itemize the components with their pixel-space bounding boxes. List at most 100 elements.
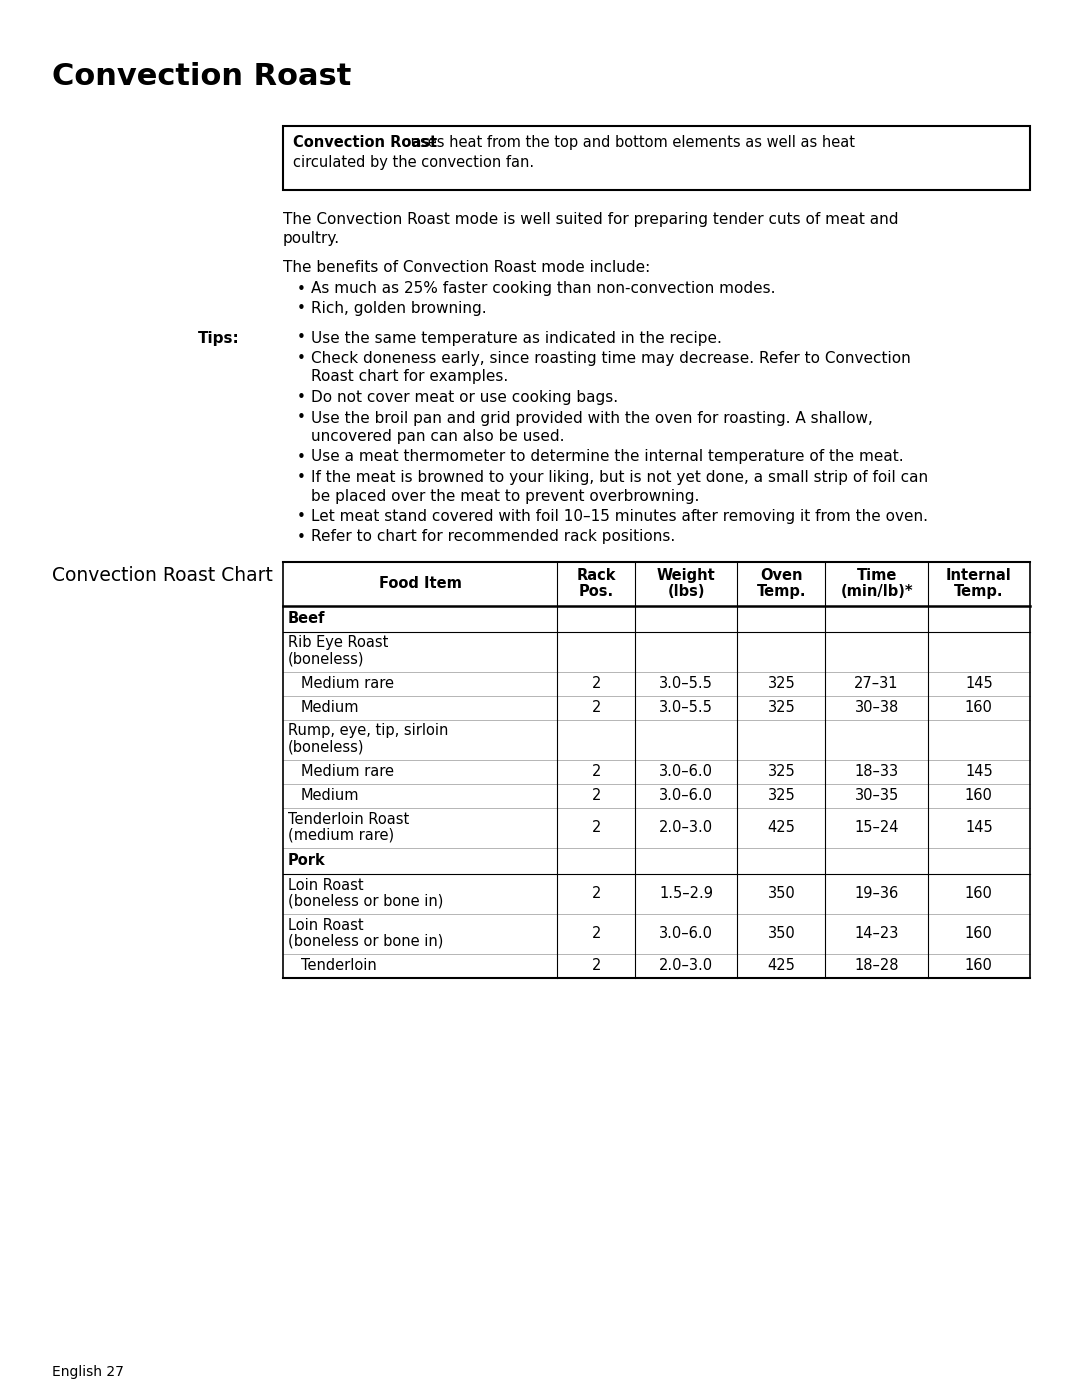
Text: Use the broil pan and grid provided with the oven for roasting. A shallow,: Use the broil pan and grid provided with… [311, 411, 873, 426]
Text: 160: 160 [964, 886, 993, 901]
Text: 15–24: 15–24 [854, 820, 899, 835]
Text: Do not cover meat or use cooking bags.: Do not cover meat or use cooking bags. [311, 390, 618, 405]
Text: 425: 425 [768, 820, 795, 835]
Text: 160: 160 [964, 788, 993, 803]
Text: circulated by the convection fan.: circulated by the convection fan. [293, 155, 535, 170]
Text: Tips:: Tips: [198, 331, 240, 345]
Text: Medium: Medium [301, 700, 360, 715]
Text: (min/lb)*: (min/lb)* [840, 584, 913, 599]
Text: Roast chart for examples.: Roast chart for examples. [311, 369, 509, 384]
Text: 145: 145 [966, 820, 993, 835]
Text: 2: 2 [592, 886, 600, 901]
Text: uses heat from the top and bottom elements as well as heat: uses heat from the top and bottom elemen… [406, 136, 854, 149]
Text: Medium: Medium [301, 788, 360, 803]
Text: 3.0–6.0: 3.0–6.0 [659, 764, 713, 780]
Text: 2: 2 [592, 700, 600, 715]
Text: Loin Roast: Loin Roast [288, 918, 364, 933]
Text: Rich, golden browning.: Rich, golden browning. [311, 300, 487, 316]
Text: •: • [297, 351, 306, 366]
Text: Pork: Pork [288, 852, 326, 868]
Text: 19–36: 19–36 [854, 886, 899, 901]
Text: 3.0–6.0: 3.0–6.0 [659, 926, 713, 942]
Text: Convection Roast Chart: Convection Roast Chart [52, 566, 273, 585]
Text: Let meat stand covered with foil 10–15 minutes after removing it from the oven.: Let meat stand covered with foil 10–15 m… [311, 509, 928, 524]
Text: Medium rare: Medium rare [301, 676, 394, 690]
Text: Refer to chart for recommended rack positions.: Refer to chart for recommended rack posi… [311, 529, 675, 545]
Text: (boneless or bone in): (boneless or bone in) [288, 894, 444, 909]
Text: (boneless or bone in): (boneless or bone in) [288, 935, 444, 949]
Text: 325: 325 [768, 700, 795, 715]
Text: 30–38: 30–38 [854, 700, 899, 715]
Text: Weight: Weight [657, 569, 715, 583]
Text: Tenderloin Roast: Tenderloin Roast [288, 812, 409, 827]
Text: •: • [297, 331, 306, 345]
Text: Convection Roast: Convection Roast [293, 136, 437, 149]
Text: Tenderloin: Tenderloin [301, 958, 377, 972]
Text: 160: 160 [964, 926, 993, 942]
Text: 350: 350 [768, 886, 795, 901]
Text: Oven: Oven [760, 569, 802, 583]
Text: The Convection Roast mode is well suited for preparing tender cuts of meat and: The Convection Roast mode is well suited… [283, 212, 899, 226]
Text: 18–28: 18–28 [854, 958, 899, 972]
Text: 3.0–5.5: 3.0–5.5 [659, 700, 713, 715]
Text: poultry.: poultry. [283, 231, 340, 246]
Text: uncovered pan can also be used.: uncovered pan can also be used. [311, 429, 565, 444]
Text: Temp.: Temp. [757, 584, 806, 599]
Text: Beef: Beef [288, 610, 325, 626]
Text: •: • [297, 450, 306, 464]
Text: •: • [297, 300, 306, 316]
Text: Time: Time [856, 569, 896, 583]
Bar [283, 126, 1030, 190]
Text: •: • [297, 390, 306, 405]
Text: •: • [297, 529, 306, 545]
Text: 350: 350 [768, 926, 795, 942]
Text: Rump, eye, tip, sirloin: Rump, eye, tip, sirloin [288, 724, 448, 739]
Text: 325: 325 [768, 764, 795, 780]
Text: Medium rare: Medium rare [301, 764, 394, 778]
Text: Check doneness early, since roasting time may decrease. Refer to Convection: Check doneness early, since roasting tim… [311, 351, 910, 366]
Text: Rack: Rack [577, 569, 616, 583]
Text: 2: 2 [592, 788, 600, 803]
Text: 2: 2 [592, 926, 600, 942]
Text: (medium rare): (medium rare) [288, 828, 394, 842]
Text: (boneless): (boneless) [288, 740, 365, 754]
Text: 325: 325 [768, 676, 795, 692]
Text: 3.0–5.5: 3.0–5.5 [659, 676, 713, 692]
Text: 2: 2 [592, 820, 600, 835]
Text: 425: 425 [768, 958, 795, 972]
Text: 2: 2 [592, 958, 600, 972]
Text: (lbs): (lbs) [667, 584, 705, 599]
Text: The benefits of Convection Roast mode include:: The benefits of Convection Roast mode in… [283, 260, 650, 275]
Text: English 27: English 27 [52, 1365, 124, 1379]
Text: •: • [297, 469, 306, 485]
Text: •: • [297, 509, 306, 524]
Text: Pos.: Pos. [579, 584, 613, 599]
Text: As much as 25% faster cooking than non-convection modes.: As much as 25% faster cooking than non-c… [311, 282, 775, 296]
Text: Use the same temperature as indicated in the recipe.: Use the same temperature as indicated in… [311, 331, 721, 345]
Text: 325: 325 [768, 788, 795, 803]
Text: Rib Eye Roast: Rib Eye Roast [288, 636, 389, 651]
Text: Temp.: Temp. [954, 584, 1003, 599]
Text: 14–23: 14–23 [854, 926, 899, 942]
Text: 30–35: 30–35 [854, 788, 899, 803]
Text: 2.0–3.0: 2.0–3.0 [659, 958, 713, 972]
Text: 160: 160 [964, 700, 993, 715]
Text: 145: 145 [966, 764, 993, 780]
Text: Loin Roast: Loin Roast [288, 877, 364, 893]
Text: 160: 160 [964, 958, 993, 972]
Text: 18–33: 18–33 [854, 764, 899, 780]
Text: be placed over the meat to prevent overbrowning.: be placed over the meat to prevent overb… [311, 489, 700, 503]
Text: 1.5–2.9: 1.5–2.9 [659, 886, 713, 901]
Text: (boneless): (boneless) [288, 652, 365, 666]
Text: Internal: Internal [946, 569, 1012, 583]
Text: If the meat is browned to your liking, but is not yet done, a small strip of foi: If the meat is browned to your liking, b… [311, 469, 928, 485]
Text: •: • [297, 411, 306, 426]
Text: 2: 2 [592, 676, 600, 692]
Text: 145: 145 [966, 676, 993, 692]
Text: 3.0–6.0: 3.0–6.0 [659, 788, 713, 803]
Text: •: • [297, 282, 306, 296]
Text: Convection Roast: Convection Roast [52, 61, 351, 91]
Text: 27–31: 27–31 [854, 676, 899, 692]
Text: 2.0–3.0: 2.0–3.0 [659, 820, 713, 835]
Text: Use a meat thermometer to determine the internal temperature of the meat.: Use a meat thermometer to determine the … [311, 450, 904, 464]
